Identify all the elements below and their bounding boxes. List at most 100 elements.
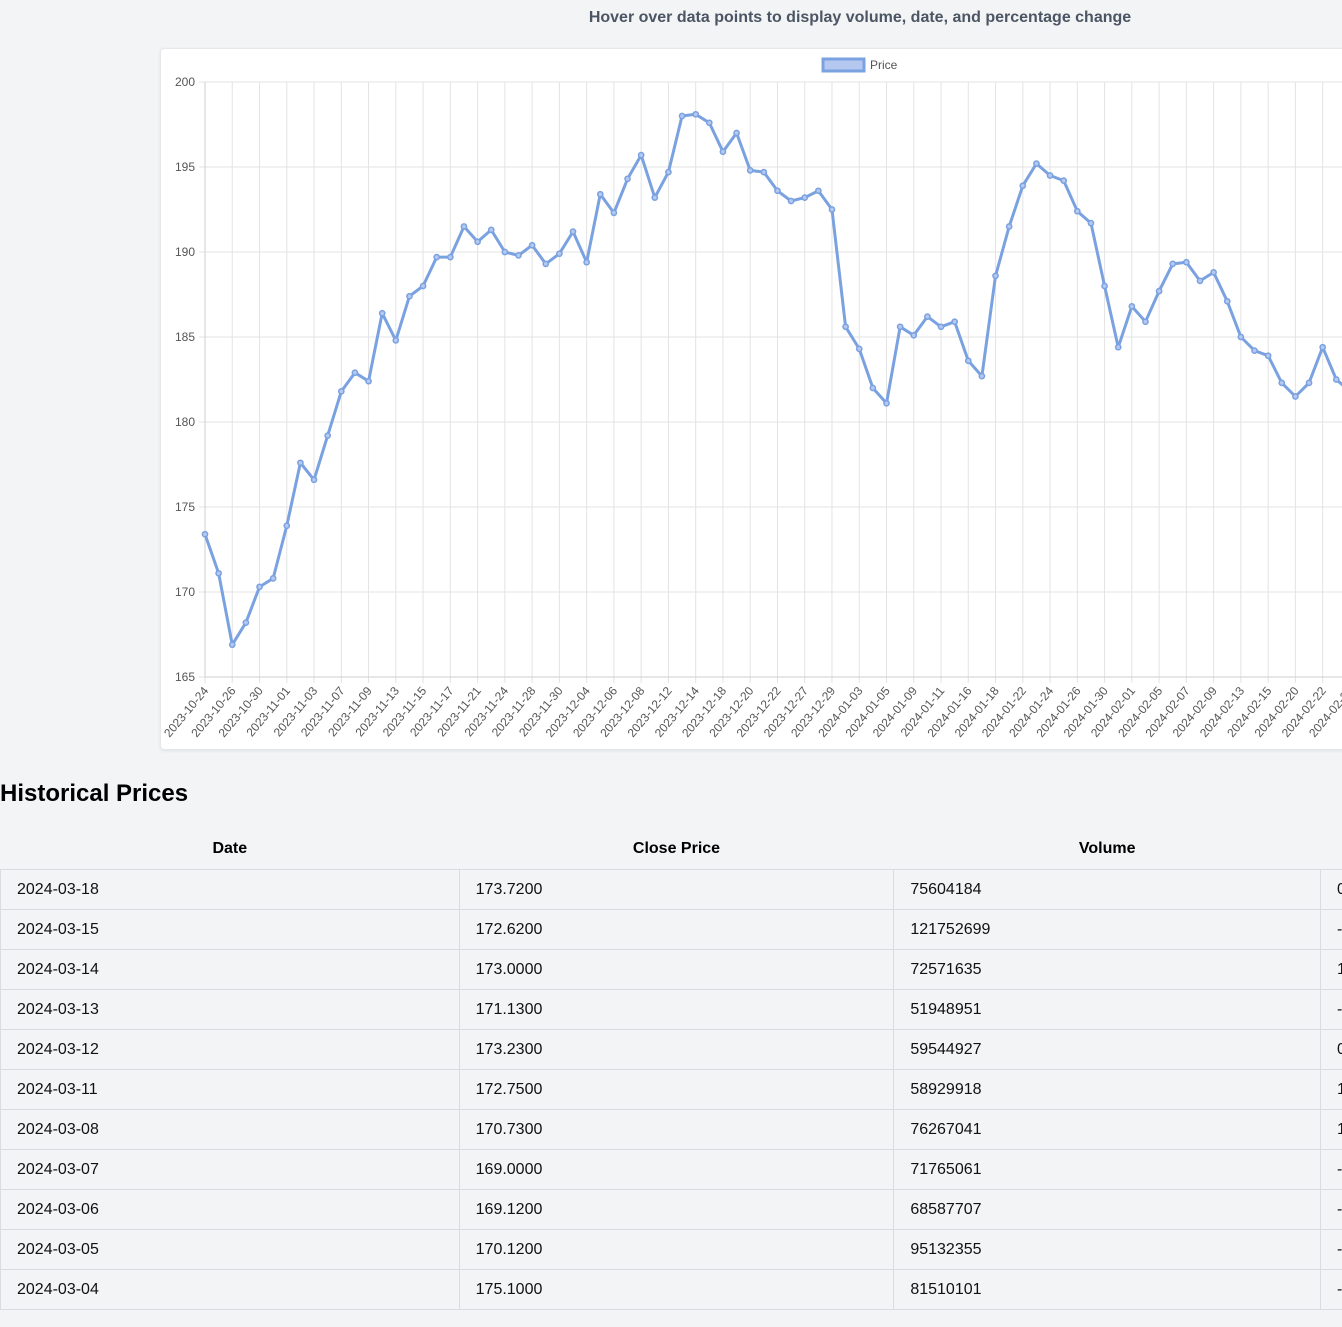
data-point[interactable] [951, 318, 959, 326]
table-row[interactable]: 2024-03-05 170.1200 95132355- [0, 1229, 1342, 1270]
table-row[interactable]: 2024-03-06 169.1200 68587707- [0, 1189, 1342, 1230]
data-point[interactable] [337, 388, 345, 395]
data-point[interactable] [883, 399, 890, 407]
data-point[interactable] [842, 323, 849, 331]
cell-change: - [1320, 1229, 1342, 1270]
data-point[interactable] [460, 223, 468, 230]
data-point[interactable] [215, 569, 222, 577]
data-point[interactable] [569, 228, 577, 235]
data-point[interactable] [1223, 297, 1231, 305]
data-point[interactable] [583, 258, 590, 266]
table-row[interactable]: 2024-03-13 171.1300 51948951- [0, 989, 1342, 1030]
data-point[interactable] [378, 309, 386, 317]
data-point[interactable] [910, 331, 918, 339]
data-point[interactable] [610, 209, 618, 217]
data-point[interactable] [896, 323, 904, 331]
data-point[interactable] [1033, 160, 1040, 167]
data-point[interactable] [924, 313, 931, 320]
data-point[interactable] [719, 148, 727, 156]
data-point[interactable] [1019, 182, 1027, 190]
table-row[interactable]: 2024-03-15 172.6200 121752699- [0, 909, 1342, 950]
data-point[interactable] [964, 357, 972, 365]
data-point[interactable] [365, 377, 372, 385]
data-point[interactable] [1305, 379, 1313, 387]
table-row[interactable]: 2024-03-08 170.7300 76267041 1 [0, 1109, 1342, 1150]
data-point[interactable] [515, 252, 522, 259]
data-point[interactable] [256, 583, 263, 591]
data-point[interactable] [297, 459, 304, 467]
data-point[interactable] [474, 238, 481, 246]
data-point[interactable] [1155, 287, 1163, 295]
data-point[interactable] [746, 167, 754, 174]
data-point[interactable] [733, 129, 740, 137]
header-change[interactable] [1320, 828, 1342, 870]
data-point[interactable] [637, 151, 645, 159]
data-point[interactable] [1073, 207, 1081, 215]
data-point[interactable] [556, 250, 563, 258]
data-point[interactable] [665, 168, 672, 176]
data-point[interactable] [406, 292, 413, 300]
data-point[interactable] [678, 112, 686, 120]
data-point[interactable] [760, 168, 768, 176]
data-point[interactable] [1264, 352, 1272, 360]
table-row[interactable]: 2024-03-12 173.2300 59544927 0 [0, 1029, 1342, 1070]
header-volume[interactable]: Volume [893, 828, 1321, 870]
data-point[interactable] [624, 175, 631, 183]
data-point[interactable] [1210, 269, 1217, 276]
data-point[interactable] [815, 187, 822, 195]
data-point[interactable] [1169, 260, 1177, 268]
data-point[interactable] [705, 119, 713, 127]
data-point[interactable] [692, 110, 700, 118]
data-point[interactable] [1087, 219, 1095, 227]
data-point[interactable] [310, 476, 318, 484]
data-point[interactable] [487, 226, 495, 234]
data-point[interactable] [1183, 258, 1190, 266]
data-point[interactable] [228, 641, 236, 649]
data-point[interactable] [1251, 347, 1258, 354]
data-point[interactable] [242, 619, 250, 626]
data-point[interactable] [1319, 343, 1327, 351]
data-point[interactable] [1332, 376, 1340, 383]
data-point[interactable] [1046, 172, 1054, 179]
data-point[interactable] [283, 522, 291, 530]
table-row[interactable]: 2024-03-04 175.1000 81510101- [0, 1269, 1342, 1310]
data-point[interactable] [1005, 223, 1013, 230]
data-point[interactable] [542, 260, 550, 268]
data-point[interactable] [528, 241, 536, 249]
data-point[interactable] [1142, 318, 1149, 326]
data-point[interactable] [937, 323, 945, 331]
data-point[interactable] [855, 345, 863, 353]
data-point[interactable] [787, 197, 795, 205]
data-point[interactable] [1237, 333, 1245, 341]
table-row[interactable]: 2024-03-18 173.7200 75604184 0 [0, 869, 1342, 910]
data-point[interactable] [446, 253, 454, 261]
data-point[interactable] [1292, 393, 1299, 400]
data-point[interactable] [828, 206, 836, 213]
data-point[interactable] [1101, 282, 1108, 290]
header-close-price[interactable]: Close Price [459, 828, 894, 870]
table-row[interactable]: 2024-03-07 169.0000 71765061- [0, 1149, 1342, 1190]
data-point[interactable] [351, 369, 359, 377]
data-point[interactable] [501, 248, 509, 256]
data-point[interactable] [869, 384, 877, 392]
data-point[interactable] [774, 187, 781, 195]
data-point[interactable] [1060, 177, 1068, 184]
data-point[interactable] [201, 530, 209, 538]
table-row[interactable]: 2024-03-11 172.7500 58929918 1 [0, 1069, 1342, 1110]
data-point[interactable] [651, 194, 659, 201]
data-point[interactable] [992, 272, 999, 280]
data-point[interactable] [269, 575, 277, 582]
data-point[interactable] [596, 190, 604, 198]
header-date[interactable]: Date [0, 828, 460, 870]
table-row[interactable]: 2024-03-14 173.0000 72571635 1 [0, 949, 1342, 990]
data-point[interactable] [1278, 379, 1286, 387]
data-point[interactable] [1114, 343, 1122, 351]
data-point[interactable] [392, 337, 400, 344]
data-point[interactable] [433, 253, 441, 261]
data-point[interactable] [324, 432, 332, 439]
data-point[interactable] [978, 372, 986, 380]
data-point[interactable] [1128, 303, 1136, 310]
data-point[interactable] [801, 194, 809, 201]
data-point[interactable] [419, 282, 427, 290]
data-point[interactable] [1196, 277, 1204, 285]
